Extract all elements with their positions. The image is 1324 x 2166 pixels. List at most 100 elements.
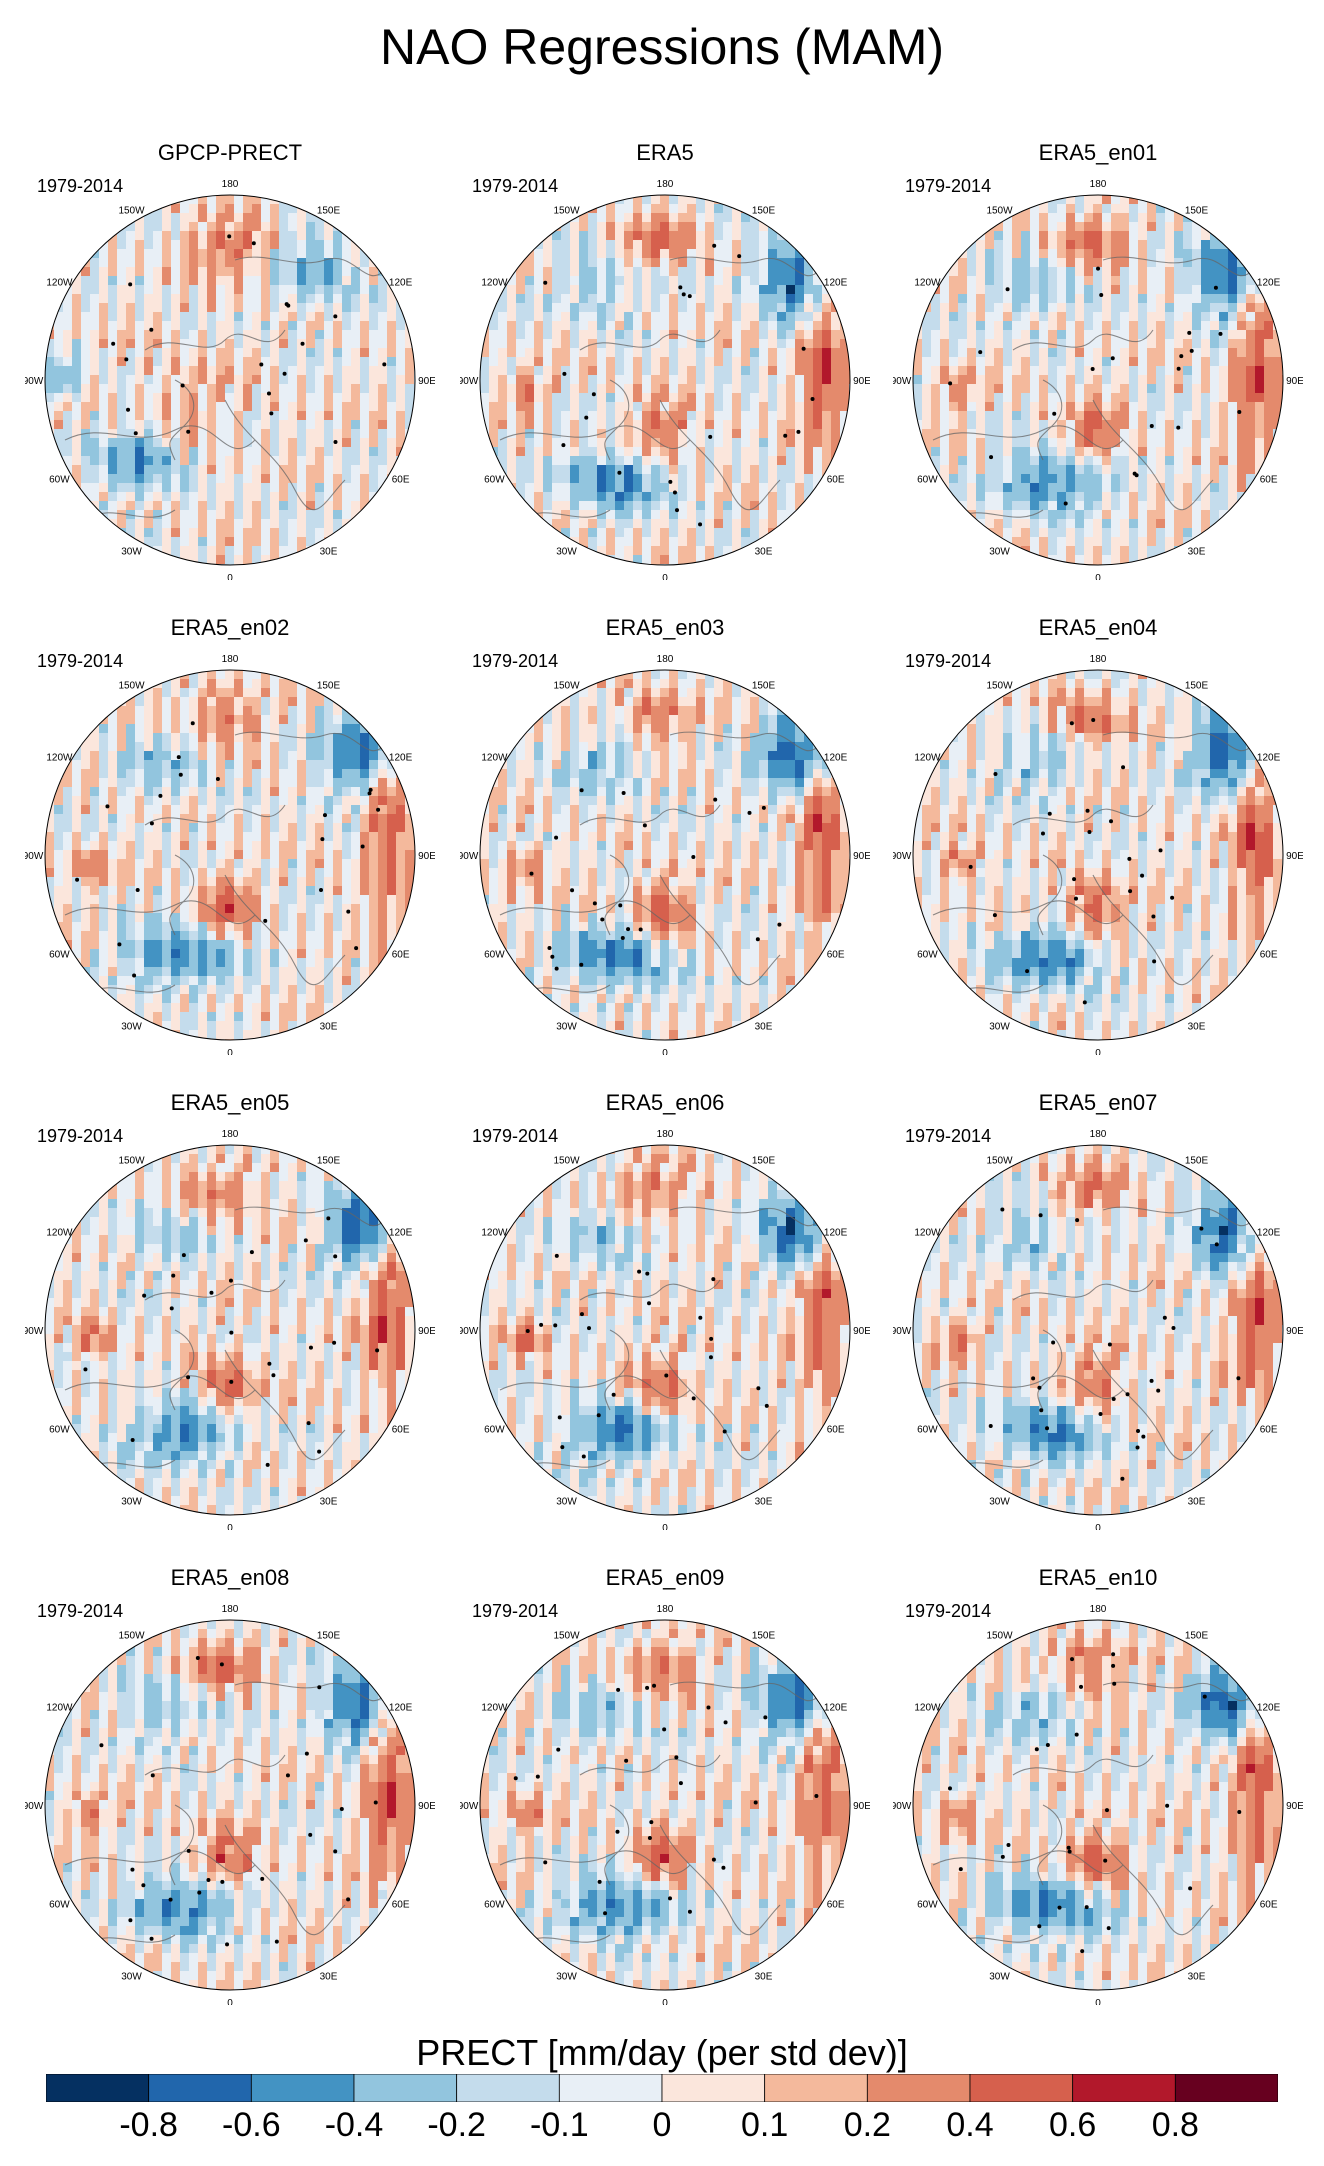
panel-title: ERA5_en05 xyxy=(170,1090,290,1115)
longitude-label: 150W xyxy=(553,1630,580,1641)
precip-field xyxy=(45,195,415,565)
precip-field xyxy=(913,1620,1283,1990)
map-boundary xyxy=(479,1144,851,1516)
longitude-label: 150E xyxy=(1185,1630,1209,1641)
longitude-label: 150E xyxy=(317,1630,341,1641)
longitude-label: 30E xyxy=(755,1497,773,1508)
precip-field xyxy=(45,1620,415,1990)
longitude-label: 120W xyxy=(914,753,941,764)
longitude-label: 60W xyxy=(49,950,70,961)
longitude-label: 150W xyxy=(118,1630,145,1641)
longitude-label: 120W xyxy=(46,278,73,289)
map-boundary xyxy=(912,1619,1284,1991)
precip-field xyxy=(480,670,850,1040)
polar-map: 180 150E 120E 90E 60E 30E 0 30W 60W 90W 120W 150W xyxy=(25,654,435,1055)
map-panel: GPCP-PRECT 180 150E 120E 90E 60E 30E 0 30W 60W 90W… xyxy=(25,140,435,580)
colorbar-title: PRECT [mm/day (per std dev)] xyxy=(416,2032,908,2073)
longitude-label: 30E xyxy=(1188,1022,1206,1033)
longitude-label: 0 xyxy=(227,1048,233,1055)
longitude-label: 120E xyxy=(389,1703,413,1714)
longitude-label: 90E xyxy=(418,376,435,387)
panel-title: ERA5_en04 xyxy=(1038,615,1158,640)
longitude-label: 120E xyxy=(824,1703,848,1714)
colorbar-segment xyxy=(969,2074,1074,2102)
longitude-label: 150W xyxy=(986,1155,1013,1166)
longitude-label: 0 xyxy=(227,1523,233,1530)
longitude-label: 30W xyxy=(121,1022,142,1033)
longitude-label: 180 xyxy=(1090,1604,1107,1615)
colorbar-tick-label: -0.6 xyxy=(222,2106,281,2144)
map-boundary xyxy=(44,1619,416,1991)
longitude-label: 60W xyxy=(917,1425,938,1436)
longitude-label: 120W xyxy=(481,1228,508,1239)
longitude-label: 90W xyxy=(460,376,479,387)
longitude-label: 90W xyxy=(25,1801,44,1812)
panel-period: 1979-2014 xyxy=(37,1126,124,1146)
longitude-label: 60E xyxy=(1260,1900,1278,1911)
significance-stipples xyxy=(83,1216,380,1467)
longitude-label: 180 xyxy=(222,179,239,190)
longitude-label: 120W xyxy=(914,278,941,289)
precip-field xyxy=(913,195,1283,565)
longitude-label: 60W xyxy=(49,475,70,486)
colorbar xyxy=(46,2074,1278,2102)
longitude-label: 90W xyxy=(25,376,44,387)
coastlines xyxy=(64,731,386,996)
longitude-label: 30W xyxy=(989,1972,1010,1983)
longitude-label: 150E xyxy=(1185,680,1209,691)
longitude-label: 60W xyxy=(49,1425,70,1436)
map-panel: ERA5_en04 180 150E 120E 90E 60E 30E 0 30W 60W 90W 1… xyxy=(893,615,1303,1055)
longitude-label: 60E xyxy=(392,1900,410,1911)
longitude-label: 180 xyxy=(657,179,674,190)
longitude-label: 60E xyxy=(392,950,410,961)
panel-grid: GPCP-PRECT 180 150E 120E 90E 60E 30E 0 30W 60W 90W… xyxy=(25,140,1303,2005)
colorbar-segment xyxy=(764,2074,868,2102)
longitude-label: 60E xyxy=(1260,475,1278,486)
longitude-label: 150E xyxy=(752,1155,776,1166)
significance-stipples xyxy=(111,234,387,444)
longitude-label: 120E xyxy=(389,1228,413,1239)
colorbar-segment xyxy=(866,2074,971,2102)
significance-stipples xyxy=(968,717,1175,1005)
longitude-label: 120E xyxy=(1257,1703,1281,1714)
longitude-label: 60W xyxy=(484,1425,505,1436)
longitude-label: 90E xyxy=(1286,1326,1303,1337)
panel-period: 1979-2014 xyxy=(472,176,559,196)
panel-title: GPCP-PRECT xyxy=(157,140,303,165)
longitude-label: 120W xyxy=(481,753,508,764)
colorbar-tick-label: -0.2 xyxy=(427,2106,486,2144)
longitude-label: 120W xyxy=(914,1703,941,1714)
longitude-label: 90W xyxy=(893,851,912,862)
precip-field xyxy=(480,1620,850,1990)
longitude-label: 90W xyxy=(25,1326,44,1337)
longitude-label: 30E xyxy=(320,1972,338,1983)
colorbar-tick-label: 0.2 xyxy=(843,2106,891,2144)
colorbar-segment xyxy=(1072,2074,1176,2102)
map-panel: ERA5_en10 180 150E 120E 90E 60E 30E 0 30W 60W 90W 1… xyxy=(893,1565,1303,2005)
longitude-label: 150E xyxy=(317,205,341,216)
polar-map: 180 150E 120E 90E 60E 30E 0 30W 60W 90W 120W 150W xyxy=(25,1604,435,2005)
longitude-label: 60E xyxy=(827,950,845,961)
longitude-label: 60W xyxy=(917,950,938,961)
figure-title: NAO Regressions (MAM) xyxy=(380,19,944,75)
longitude-label: 180 xyxy=(222,654,239,665)
longitude-label: 150W xyxy=(553,1155,580,1166)
longitude-label: 180 xyxy=(222,1604,239,1615)
longitude-label: 90E xyxy=(418,851,435,862)
coastlines xyxy=(499,256,821,521)
map-panel: ERA5_en08 180 150E 120E 90E 60E 30E 0 30W 60W 90W 1… xyxy=(25,1565,435,2005)
map-panel: ERA5_en07 180 150E 120E 90E 60E 30E 0 30W 60W 90W 1… xyxy=(893,1090,1303,1530)
longitude-label: 60W xyxy=(484,475,505,486)
longitude-label: 150E xyxy=(317,1155,341,1166)
colorbar-segment xyxy=(46,2074,150,2102)
panel-period: 1979-2014 xyxy=(905,651,992,671)
polar-map: 180 150E 120E 90E 60E 30E 0 30W 60W 90W 120W 150W xyxy=(893,654,1303,1055)
longitude-label: 90W xyxy=(893,376,912,387)
longitude-label: 60E xyxy=(392,1425,410,1436)
polar-map: 180 150E 120E 90E 60E 30E 0 30W 60W 90W 120W 150W xyxy=(25,1129,435,1530)
longitude-label: 180 xyxy=(657,1604,674,1615)
panel-title: ERA5 xyxy=(636,140,694,165)
panel-title: ERA5_en07 xyxy=(1038,1090,1158,1115)
longitude-label: 180 xyxy=(657,654,674,665)
panel-period: 1979-2014 xyxy=(37,1601,124,1621)
